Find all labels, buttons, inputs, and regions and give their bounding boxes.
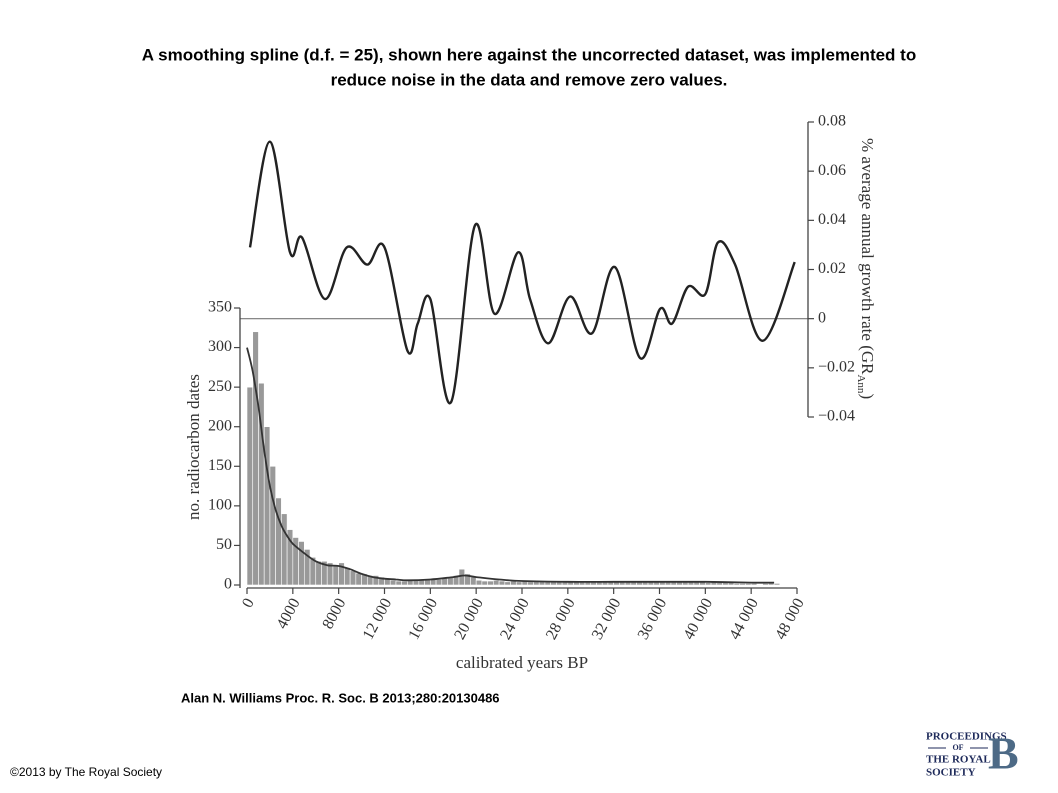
bar <box>395 580 402 586</box>
bar <box>487 580 494 586</box>
y-axis-label: no. radiocarbon dates <box>184 374 203 520</box>
bar <box>773 583 781 586</box>
logo: PROCEEDINGS OF THE ROYAL SOCIETY B <box>926 728 1019 779</box>
y-tick-label: 300 <box>208 338 232 355</box>
x-tick-label: 12 000 <box>360 596 396 643</box>
bar <box>515 581 523 586</box>
x-tick-label: 32 000 <box>589 596 625 643</box>
logo-text: THE ROYAL <box>926 754 991 766</box>
y2-tick-label: −0.02 <box>818 359 855 376</box>
bar <box>246 386 254 586</box>
bar <box>527 581 534 586</box>
label-part: ) <box>858 393 877 399</box>
label-part: % average annual growth rate (GR <box>858 138 877 375</box>
bar <box>269 465 276 586</box>
y-tick-label: 350 <box>208 299 232 316</box>
x-tick-label: 24 000 <box>497 596 533 643</box>
spline-line <box>246 347 775 584</box>
bar <box>389 579 397 586</box>
title-line: A smoothing spline (d.f. = 25), shown he… <box>142 45 916 64</box>
x-tick-label: 48 000 <box>772 596 808 643</box>
x-tick-label: 28 000 <box>543 596 579 643</box>
growth-rate-line <box>248 140 796 405</box>
y-tick-label: 250 <box>208 378 232 395</box>
y2-tick-label: −0.04 <box>818 408 855 425</box>
bar <box>745 583 752 586</box>
bar <box>475 579 483 586</box>
plot: 0 50 100 150 200 250 300 350 −0.04 −0.02 0 0.02 0.04… <box>184 113 877 672</box>
logo-text: SOCIETY <box>926 767 976 779</box>
citation: Alan N. Williams Proc. R. Soc. B 2013;28… <box>181 690 500 705</box>
bar <box>332 564 339 586</box>
bar <box>435 579 443 586</box>
y2-tick-label: 0.06 <box>818 162 846 179</box>
label-part: Ann <box>855 374 867 393</box>
bar <box>733 583 741 586</box>
bar <box>401 580 408 586</box>
x-tick-label: 16 000 <box>405 596 441 643</box>
bar <box>750 583 758 586</box>
bar <box>458 568 466 586</box>
logo-text: PROCEEDINGS <box>926 731 1007 743</box>
bar <box>481 580 488 586</box>
x-tick-label: 0 <box>239 596 258 611</box>
y2-axis-label: % average annual growth rate (GRAnn) <box>855 138 877 399</box>
bar <box>315 560 322 586</box>
x-tick-label: 36 000 <box>635 596 671 643</box>
y2-tick-label: 0 <box>818 309 826 326</box>
title-line: reduce noise in the data and remove zero… <box>331 70 728 89</box>
x-axis-label: calibrated years BP <box>456 653 588 672</box>
bar <box>716 582 723 586</box>
logo-text: OF <box>952 743 963 752</box>
bar <box>281 513 288 586</box>
y-tick-label: 0 <box>224 576 232 593</box>
x-tick-label: 20 000 <box>451 596 487 643</box>
y2-tick-label: 0.08 <box>818 113 846 130</box>
y-tick-label: 150 <box>208 457 232 474</box>
y2-tick-label: 0.02 <box>818 260 846 277</box>
y-tick-label: 200 <box>208 417 232 434</box>
y-tick-label: 100 <box>208 497 232 514</box>
logo-letter: B <box>988 728 1019 779</box>
bar <box>510 580 517 586</box>
bar <box>349 570 357 586</box>
bar <box>739 583 746 586</box>
bar <box>493 579 500 586</box>
x-tick-label: 8000 <box>319 596 349 632</box>
bar <box>498 580 506 586</box>
x-tick-label: 40 000 <box>680 596 716 643</box>
y-tick-label: 50 <box>216 536 232 553</box>
copyright: ©2013 by The Royal Society <box>10 765 162 779</box>
bar <box>504 581 511 586</box>
x-tick-label: 4000 <box>274 596 304 632</box>
bar <box>705 582 712 586</box>
bar <box>470 576 477 586</box>
bar <box>762 583 769 586</box>
bar <box>252 331 259 586</box>
bar <box>344 567 351 586</box>
x-tick-label: 44 000 <box>726 596 762 643</box>
bar <box>355 572 362 586</box>
y2-tick-label: 0.04 <box>818 211 846 228</box>
bar <box>298 541 305 586</box>
